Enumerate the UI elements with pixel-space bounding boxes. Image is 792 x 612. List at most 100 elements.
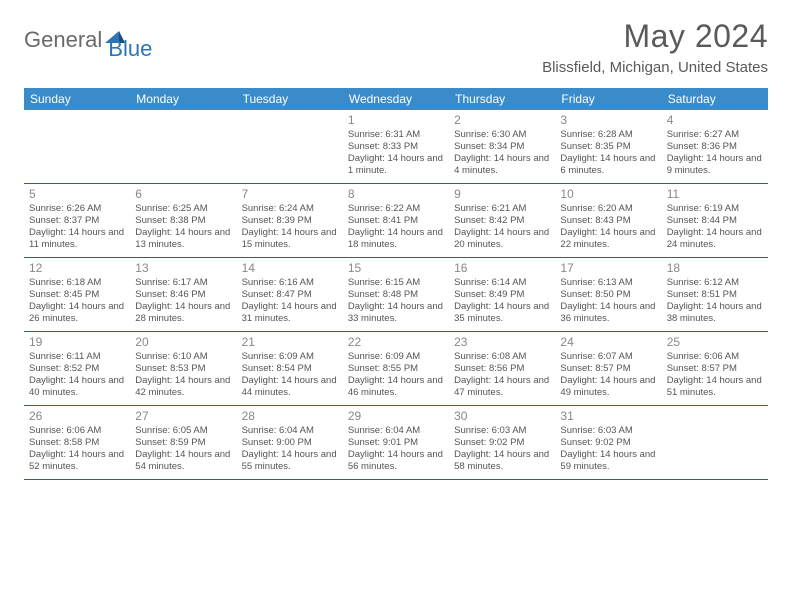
day-info: Sunrise: 6:31 AMSunset: 8:33 PMDaylight:… [348, 129, 444, 177]
day-info: Sunrise: 6:04 AMSunset: 9:00 PMDaylight:… [242, 425, 338, 473]
day-number: 1 [348, 113, 444, 127]
day-cell: 1 Sunrise: 6:31 AMSunset: 8:33 PMDaylight… [343, 110, 449, 183]
day-number: 9 [454, 187, 550, 201]
day-info: Sunrise: 6:26 AMSunset: 8:37 PMDaylight:… [29, 203, 125, 251]
day-number: 3 [560, 113, 656, 127]
day-info: Sunrise: 6:06 AMSunset: 8:57 PMDaylight:… [667, 351, 763, 399]
day-cell: 26Sunrise: 6:06 AMSunset: 8:58 PMDayligh… [24, 406, 130, 479]
week-row: 12Sunrise: 6:18 AMSunset: 8:45 PMDayligh… [24, 258, 768, 332]
day-info: Sunrise: 6:19 AMSunset: 8:44 PMDaylight:… [667, 203, 763, 251]
day-info: Sunrise: 6:03 AMSunset: 9:02 PMDaylight:… [454, 425, 550, 473]
day-number: 2 [454, 113, 550, 127]
day-header: Tuesday [237, 88, 343, 110]
day-cell: 11 Sunrise: 6:19 AMSunset: 8:44 PMDayligh… [662, 184, 768, 257]
day-cell: 24Sunrise: 6:07 AMSunset: 8:57 PMDayligh… [555, 332, 661, 405]
day-cell: 17 Sunrise: 6:13 AMSunset: 8:50 PMDayligh… [555, 258, 661, 331]
day-header: Monday [130, 88, 236, 110]
day-number: 5 [29, 187, 125, 201]
day-info: Sunrise: 6:14 AMSunset: 8:49 PMDaylight:… [454, 277, 550, 325]
day-header-row: SundayMondayTuesdayWednesdayThursdayFrid… [24, 88, 768, 110]
day-header: Saturday [662, 88, 768, 110]
day-cell: 4 Sunrise: 6:27 AMSunset: 8:36 PMDaylight… [662, 110, 768, 183]
day-number: 4 [667, 113, 763, 127]
month-title: May 2024 [542, 18, 768, 55]
day-info: Sunrise: 6:12 AMSunset: 8:51 PMDaylight:… [667, 277, 763, 325]
day-number: 25 [667, 335, 763, 349]
weeks-container: 1 Sunrise: 6:31 AMSunset: 8:33 PMDaylight… [24, 110, 768, 480]
day-cell: 25 Sunrise: 6:06 AMSunset: 8:57 PMDayligh… [662, 332, 768, 405]
day-info: Sunrise: 6:10 AMSunset: 8:53 PMDaylight:… [135, 351, 231, 399]
week-row: 1 Sunrise: 6:31 AMSunset: 8:33 PMDaylight… [24, 110, 768, 184]
day-info: Sunrise: 6:24 AMSunset: 8:39 PMDaylight:… [242, 203, 338, 251]
day-cell: 23 Sunrise: 6:08 AMSunset: 8:56 PMDayligh… [449, 332, 555, 405]
week-row: 19 Sunrise: 6:11 AMSunset: 8:52 PMDayligh… [24, 332, 768, 406]
day-cell: 13 Sunrise: 6:17 AMSunset: 8:46 PMDayligh… [130, 258, 236, 331]
day-cell: 27Sunrise: 6:05 AMSunset: 8:59 PMDayligh… [130, 406, 236, 479]
day-info: Sunrise: 6:15 AMSunset: 8:48 PMDaylight:… [348, 277, 444, 325]
day-cell [237, 110, 343, 183]
day-cell [130, 110, 236, 183]
day-number: 19 [29, 335, 125, 349]
brand-part2: Blue [108, 18, 152, 62]
week-row: 5 Sunrise: 6:26 AMSunset: 8:37 PMDaylight… [24, 184, 768, 258]
day-number: 29 [348, 409, 444, 423]
day-cell: 8Sunrise: 6:22 AMSunset: 8:41 PMDaylight… [343, 184, 449, 257]
day-number: 15 [348, 261, 444, 275]
brand-logo: General Blue [24, 18, 152, 62]
day-number: 13 [135, 261, 231, 275]
location-text: Blissfield, Michigan, United States [542, 59, 768, 76]
calendar-grid: SundayMondayTuesdayWednesdayThursdayFrid… [24, 88, 768, 480]
day-number: 10 [560, 187, 656, 201]
day-cell: 22 Sunrise: 6:09 AMSunset: 8:55 PMDayligh… [343, 332, 449, 405]
day-cell: 6 Sunrise: 6:25 AMSunset: 8:38 PMDaylight… [130, 184, 236, 257]
day-info: Sunrise: 6:03 AMSunset: 9:02 PMDaylight:… [560, 425, 656, 473]
day-cell: 2Sunrise: 6:30 AMSunset: 8:34 PMDaylight… [449, 110, 555, 183]
day-info: Sunrise: 6:27 AMSunset: 8:36 PMDaylight:… [667, 129, 763, 177]
day-header: Thursday [449, 88, 555, 110]
day-number: 12 [29, 261, 125, 275]
day-cell [662, 406, 768, 479]
day-number: 6 [135, 187, 231, 201]
day-number: 14 [242, 261, 338, 275]
day-info: Sunrise: 6:08 AMSunset: 8:56 PMDaylight:… [454, 351, 550, 399]
day-cell: 14Sunrise: 6:16 AMSunset: 8:47 PMDayligh… [237, 258, 343, 331]
day-info: Sunrise: 6:05 AMSunset: 8:59 PMDaylight:… [135, 425, 231, 473]
day-cell: 16 Sunrise: 6:14 AMSunset: 8:49 PMDayligh… [449, 258, 555, 331]
day-number: 17 [560, 261, 656, 275]
day-number: 23 [454, 335, 550, 349]
day-cell: 21Sunrise: 6:09 AMSunset: 8:54 PMDayligh… [237, 332, 343, 405]
day-info: Sunrise: 6:20 AMSunset: 8:43 PMDaylight:… [560, 203, 656, 251]
day-info: Sunrise: 6:25 AMSunset: 8:38 PMDaylight:… [135, 203, 231, 251]
day-cell: 20 Sunrise: 6:10 AMSunset: 8:53 PMDayligh… [130, 332, 236, 405]
day-info: Sunrise: 6:21 AMSunset: 8:42 PMDaylight:… [454, 203, 550, 251]
day-cell: 19 Sunrise: 6:11 AMSunset: 8:52 PMDayligh… [24, 332, 130, 405]
day-info: Sunrise: 6:13 AMSunset: 8:50 PMDaylight:… [560, 277, 656, 325]
day-cell: 5 Sunrise: 6:26 AMSunset: 8:37 PMDaylight… [24, 184, 130, 257]
day-number: 8 [348, 187, 444, 201]
day-cell: 18Sunrise: 6:12 AMSunset: 8:51 PMDayligh… [662, 258, 768, 331]
day-cell: 29 Sunrise: 6:04 AMSunset: 9:01 PMDayligh… [343, 406, 449, 479]
title-block: May 2024 Blissfield, Michigan, United St… [542, 18, 768, 76]
day-number: 22 [348, 335, 444, 349]
day-number: 16 [454, 261, 550, 275]
day-cell: 3 Sunrise: 6:28 AMSunset: 8:35 PMDaylight… [555, 110, 661, 183]
day-info: Sunrise: 6:04 AMSunset: 9:01 PMDaylight:… [348, 425, 444, 473]
day-header: Wednesday [343, 88, 449, 110]
week-row: 26Sunrise: 6:06 AMSunset: 8:58 PMDayligh… [24, 406, 768, 480]
day-info: Sunrise: 6:07 AMSunset: 8:57 PMDaylight:… [560, 351, 656, 399]
day-cell: 30 Sunrise: 6:03 AMSunset: 9:02 PMDayligh… [449, 406, 555, 479]
day-info: Sunrise: 6:11 AMSunset: 8:52 PMDaylight:… [29, 351, 125, 399]
day-number: 7 [242, 187, 338, 201]
day-info: Sunrise: 6:17 AMSunset: 8:46 PMDaylight:… [135, 277, 231, 325]
day-cell: 28Sunrise: 6:04 AMSunset: 9:00 PMDayligh… [237, 406, 343, 479]
day-info: Sunrise: 6:28 AMSunset: 8:35 PMDaylight:… [560, 129, 656, 177]
day-number: 20 [135, 335, 231, 349]
day-header: Sunday [24, 88, 130, 110]
day-info: Sunrise: 6:06 AMSunset: 8:58 PMDaylight:… [29, 425, 125, 473]
day-number: 30 [454, 409, 550, 423]
day-cell: 7 Sunrise: 6:24 AMSunset: 8:39 PMDaylight… [237, 184, 343, 257]
day-info: Sunrise: 6:09 AMSunset: 8:55 PMDaylight:… [348, 351, 444, 399]
day-cell: 10 Sunrise: 6:20 AMSunset: 8:43 PMDayligh… [555, 184, 661, 257]
day-number: 11 [667, 187, 763, 201]
brand-part1: General [24, 27, 102, 53]
